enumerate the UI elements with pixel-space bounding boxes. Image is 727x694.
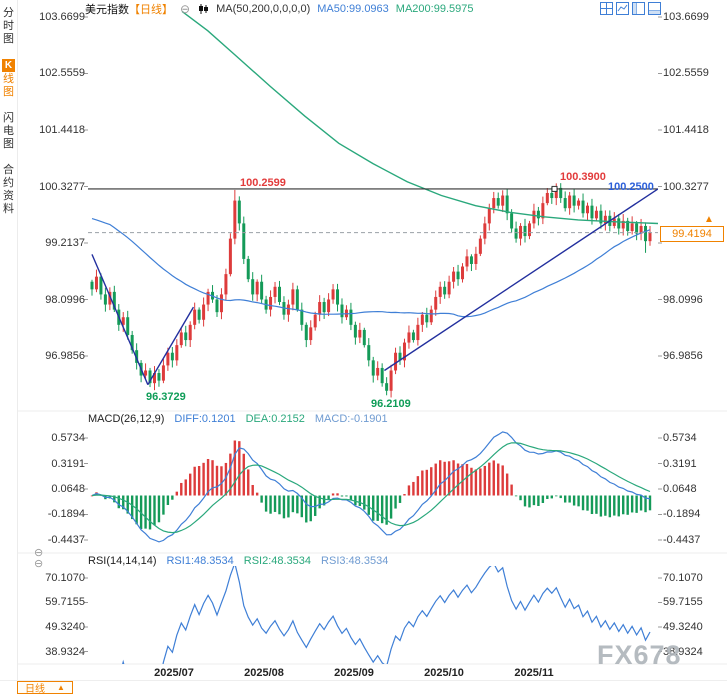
- rsi-y-axis-label-right: 49.3240: [663, 620, 703, 633]
- rsi2-value: RSI2:48.3534: [243, 555, 312, 567]
- layout-toolbar: [600, 2, 661, 15]
- swing-low-july-label: 96.3729: [146, 391, 186, 403]
- period-tab-daily[interactable]: 日线 ▲: [17, 681, 73, 694]
- candlestick-icon: [197, 3, 209, 15]
- rsi-y-axis-label-left: 59.7155: [45, 596, 85, 609]
- ma50-value: MA50:99.0963: [317, 2, 389, 15]
- x-axis-label: 2025/07: [154, 667, 194, 679]
- period-tab-label: 日线: [25, 684, 45, 694]
- macd-y-axis-label-right: 0.0648: [663, 483, 697, 495]
- macd-dea-value: DEA:0.2152: [245, 413, 305, 425]
- main-y-axis-label-right: 102.5559: [663, 67, 709, 80]
- ma200-line: [181, 10, 658, 225]
- trendlines[interactable]: [91, 188, 658, 386]
- tab-badge: K: [2, 59, 15, 72]
- tab-label: 线图: [3, 73, 14, 98]
- sidebar-tab-time-chart[interactable]: 分时图: [0, 7, 17, 46]
- rsi-y-axis-label-left: 70.1070: [45, 572, 85, 584]
- layout-split-bottom-icon[interactable]: [648, 2, 661, 15]
- macd-y-axis-label-left: 0.3191: [51, 457, 85, 470]
- layout-grid-icon[interactable]: [600, 2, 613, 15]
- main-y-axis-label-left: 101.4418: [39, 124, 85, 136]
- main-y-axis-label-right: 96.9856: [663, 350, 703, 362]
- sidebar-tab-candlestick-chart[interactable]: K 线图: [0, 59, 17, 99]
- main-y-axis-label-right: 101.4418: [663, 124, 709, 136]
- tab-label: 合约资料: [3, 164, 14, 215]
- last-price-label: 99.4194: [660, 226, 724, 242]
- triangle-up-icon: ▲: [57, 683, 65, 692]
- watermark: FX678: [597, 640, 682, 670]
- macd-panel-header: MACD(26,12,9) DIFF:0.1201 DEA:0.2152 MAC…: [88, 413, 388, 425]
- rsi-y-axis-label-right: 70.1070: [663, 572, 703, 584]
- ma-settings-label: MA(50,200,0,0,0,0): [216, 2, 311, 15]
- macd-histogram: [90, 440, 652, 530]
- macd-y-axis-label-right: -0.1894: [663, 508, 701, 521]
- tab-label: 分时图: [3, 7, 14, 45]
- x-axis-label: 2025/11: [514, 667, 554, 679]
- rsi1-value: RSI1:48.3534: [166, 555, 234, 567]
- chart-type-sidebar: 分时图 K 线图 闪电图 合约资料: [0, 0, 18, 694]
- layout-split-left-icon[interactable]: [632, 2, 645, 15]
- ma50-line: [91, 218, 651, 318]
- rsi-panel-header: RSI(14,14,14) RSI1:48.3534 RSI2:48.3534 …: [88, 555, 388, 567]
- main-y-axis-label-right: 100.3277: [663, 180, 709, 193]
- macd-y-axis-label-right: 0.5734: [663, 432, 697, 444]
- scroll-latest-icon[interactable]: ▲: [704, 214, 714, 225]
- rsi-y-axis-label-left: 49.3240: [45, 620, 85, 633]
- collapse-rsi-icon[interactable]: ⊖: [34, 558, 44, 570]
- tab-label: 闪电图: [3, 112, 14, 150]
- rsi-y-axis-label-left: 38.9324: [45, 645, 85, 658]
- main-y-axis-label-left: 102.5559: [39, 67, 85, 80]
- macd-hist-value: MACD:-0.1901: [314, 413, 388, 425]
- swing-low-sep-label: 96.2109: [371, 398, 411, 410]
- ma200-value: MA200:99.5975: [395, 2, 474, 15]
- main-y-axis-label-left: 99.2137: [45, 237, 85, 249]
- main-y-axis-label-left: 96.9856: [45, 350, 85, 362]
- macd-y-axis-label-left: 0.5734: [51, 432, 85, 444]
- symbol-name: 美元指数: [85, 3, 129, 16]
- macd-dea-line: [91, 442, 651, 534]
- sidebar-tab-contract-info[interactable]: 合约资料: [0, 164, 17, 216]
- main-y-axis-label-left: 98.0996: [45, 293, 85, 306]
- candlestick-series: [90, 183, 652, 398]
- x-axis-label: 2025/10: [424, 667, 464, 679]
- collapse-main-icon[interactable]: ⊖: [180, 1, 191, 16]
- line-handle: [551, 185, 558, 192]
- main-y-axis-label-right: 98.0996: [663, 293, 703, 306]
- swing-high-july-label: 100.2599: [240, 177, 286, 189]
- rsi-y-axis-label-right: 59.7155: [663, 596, 703, 609]
- macd-diff-line: [91, 431, 651, 543]
- x-axis-label: 2025/08: [244, 667, 284, 679]
- bottom-period-bar: 日线 ▲: [0, 680, 727, 694]
- macd-y-axis-label-left: -0.1894: [47, 508, 85, 521]
- macd-y-axis-label-right: -0.4437: [663, 534, 701, 546]
- panel-separators: [18, 410, 727, 665]
- horizontal-price-line[interactable]: [88, 185, 658, 192]
- rsi-title: RSI(14,14,14): [88, 555, 157, 567]
- main-y-axis-label-left: 100.3277: [39, 180, 85, 193]
- macd-y-axis-label-right: 0.3191: [663, 457, 697, 470]
- macd-title: MACD(26,12,9): [88, 413, 165, 425]
- x-axis-label: 2025/09: [334, 667, 374, 679]
- macd-diff-value: DIFF:0.1201: [174, 413, 236, 425]
- sidebar-tab-lightning-chart[interactable]: 闪电图: [0, 112, 17, 151]
- trendline-price-label: 100.2500: [608, 181, 654, 193]
- swing-high-nov-label: 100.3900: [560, 171, 606, 183]
- period-label: 【日线】: [129, 3, 173, 16]
- macd-y-axis-label-left: 0.0648: [51, 483, 85, 495]
- layout-chart-icon[interactable]: [616, 2, 629, 15]
- rsi3-value: RSI3:48.3534: [321, 555, 389, 567]
- macd-y-axis-label-left: -0.4437: [47, 534, 85, 546]
- rsi-line: [122, 566, 651, 664]
